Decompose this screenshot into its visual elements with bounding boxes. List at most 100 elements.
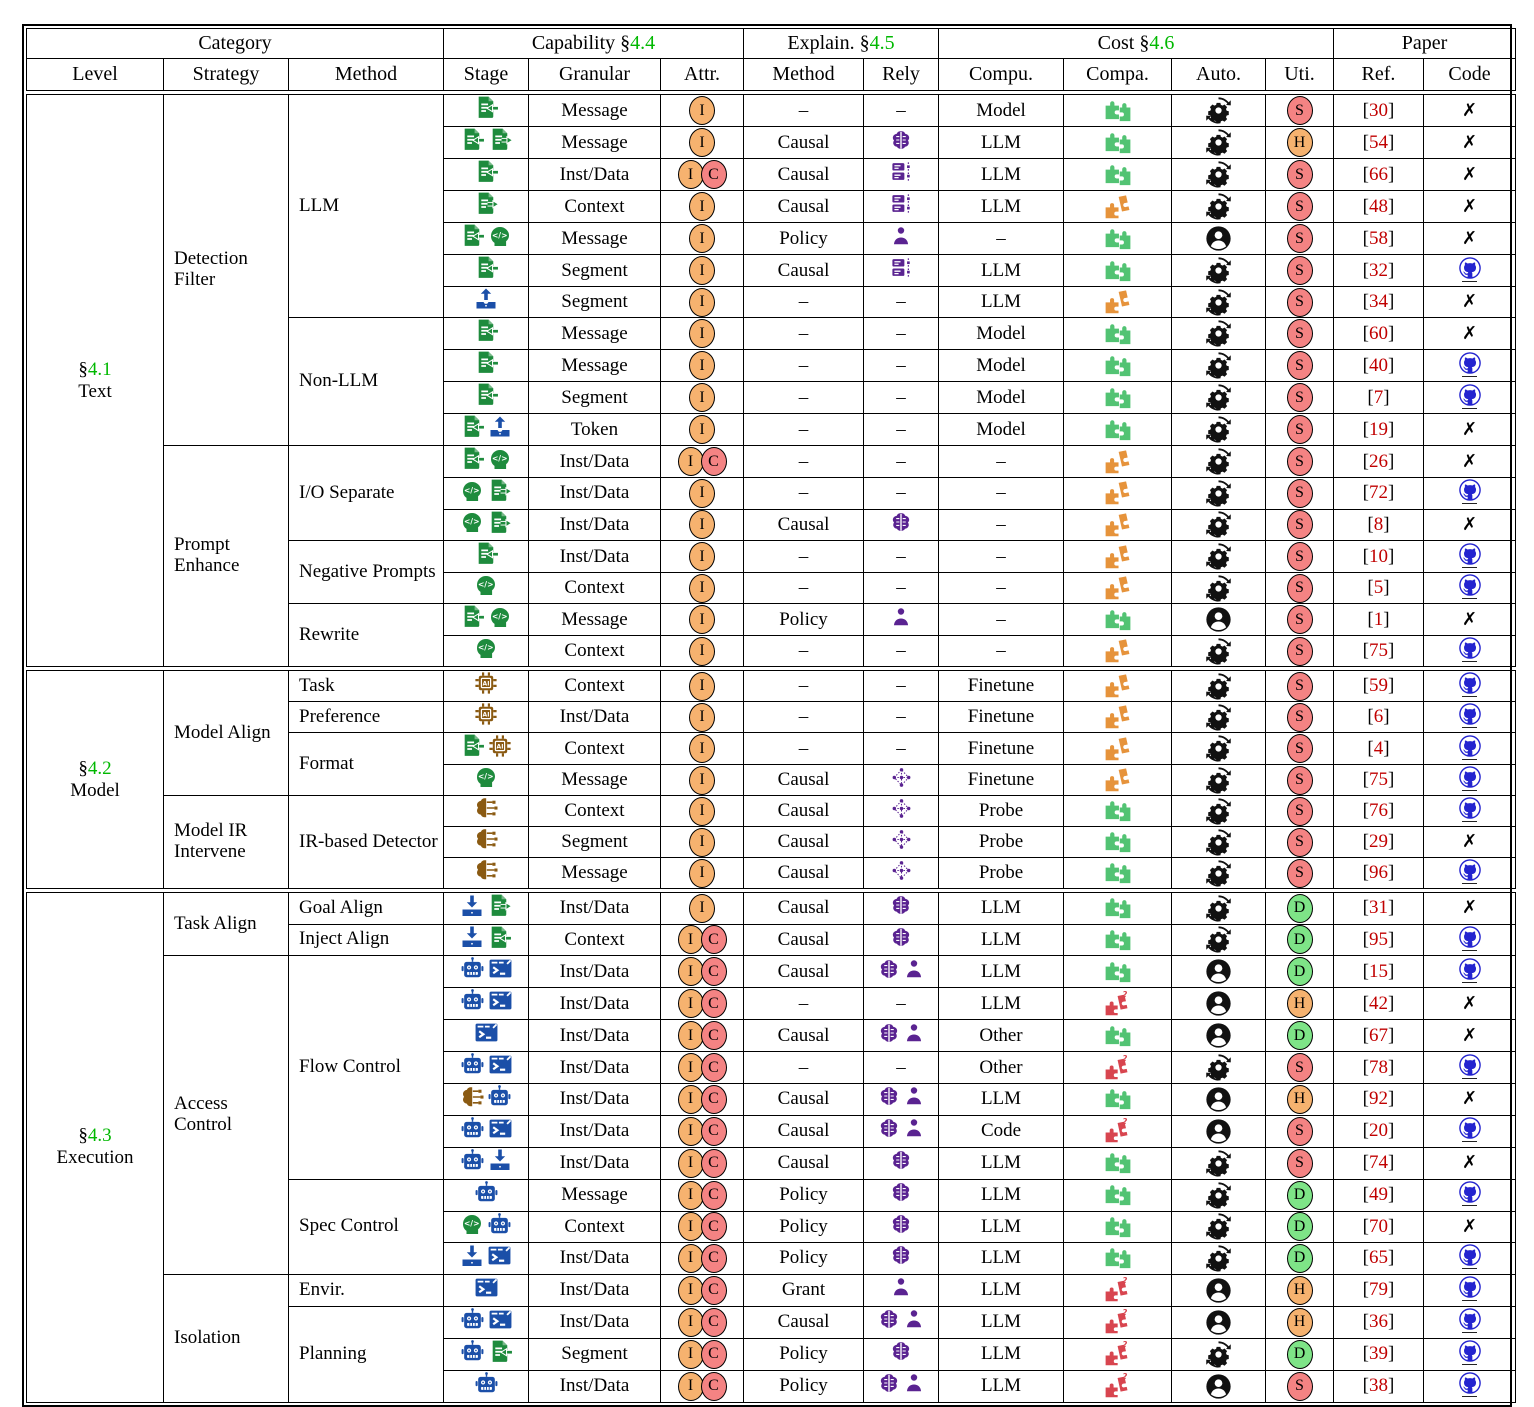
- github-code-link[interactable]: [1423, 1273, 1516, 1307]
- github-code-link[interactable]: [1423, 254, 1516, 287]
- github-link[interactable]: [1458, 957, 1482, 983]
- github-link[interactable]: [1458, 1116, 1482, 1142]
- bracket: [: [1362, 227, 1369, 249]
- github-code-link[interactable]: [1423, 923, 1516, 956]
- cell-stage: [443, 1337, 529, 1371]
- citation-link[interactable]: [38]: [1333, 1369, 1424, 1403]
- github-code-link[interactable]: [1423, 1242, 1516, 1275]
- github-link[interactable]: [1458, 542, 1482, 568]
- citation-link[interactable]: [49]: [1333, 1178, 1424, 1212]
- citation-link[interactable]: [67]: [1333, 1019, 1424, 1052]
- github-link[interactable]: [1458, 766, 1482, 791]
- github-code-link[interactable]: [1423, 670, 1516, 702]
- citation-link[interactable]: [76]: [1333, 795, 1424, 827]
- cell-compatibility: [1063, 732, 1172, 765]
- citation-link[interactable]: [39]: [1333, 1337, 1424, 1371]
- github-link[interactable]: [1458, 351, 1482, 377]
- github-code-link[interactable]: [1423, 477, 1516, 510]
- github-link[interactable]: [1458, 1339, 1482, 1365]
- github-link[interactable]: [1458, 637, 1482, 662]
- github-link[interactable]: [1458, 1307, 1482, 1333]
- citation-link[interactable]: [34]: [1333, 286, 1424, 318]
- github-code-link[interactable]: [1423, 795, 1516, 827]
- github-link[interactable]: [1458, 1243, 1482, 1270]
- github-link[interactable]: [1458, 574, 1482, 599]
- citation-link[interactable]: [78]: [1333, 1051, 1424, 1084]
- badge-I: I: [689, 128, 715, 157]
- citation-link[interactable]: [1]: [1333, 603, 1424, 636]
- citation-link[interactable]: [54]: [1333, 126, 1424, 159]
- citation-link[interactable]: [92]: [1333, 1083, 1424, 1116]
- citation-link[interactable]: [29]: [1333, 826, 1424, 858]
- github-code-link[interactable]: [1423, 1369, 1516, 1403]
- github-link[interactable]: [1458, 1053, 1482, 1079]
- citation-number: 30: [1369, 99, 1388, 121]
- citation-link[interactable]: [8]: [1333, 508, 1424, 541]
- svg-text:?: ?: [1122, 1277, 1127, 1285]
- github-link[interactable]: [1458, 859, 1482, 884]
- github-code-link[interactable]: [1423, 732, 1516, 765]
- citation-link[interactable]: [72]: [1333, 477, 1424, 510]
- person-icon: [903, 1308, 925, 1330]
- citation-link[interactable]: [31]: [1333, 892, 1424, 925]
- citation-link[interactable]: [66]: [1333, 158, 1424, 191]
- citation-link[interactable]: [4]: [1333, 732, 1424, 765]
- github-code-link[interactable]: [1423, 764, 1516, 796]
- github-code-link[interactable]: [1423, 349, 1516, 382]
- citation-link[interactable]: [40]: [1333, 349, 1424, 382]
- github-icon: [1458, 1275, 1482, 1299]
- github-link[interactable]: [1458, 256, 1482, 282]
- github-link[interactable]: [1458, 1180, 1482, 1206]
- citation-link[interactable]: [20]: [1333, 1114, 1424, 1148]
- citation-link[interactable]: [59]: [1333, 670, 1424, 702]
- citation-link[interactable]: [26]: [1333, 445, 1424, 478]
- github-link[interactable]: [1458, 734, 1482, 760]
- github-code-link[interactable]: [1423, 1178, 1516, 1212]
- citation-link[interactable]: [95]: [1333, 923, 1424, 956]
- github-code-link[interactable]: [1423, 1114, 1516, 1148]
- github-code-link[interactable]: [1423, 572, 1516, 604]
- github-link[interactable]: [1458, 478, 1482, 505]
- svg-text:AI: AI: [483, 681, 490, 688]
- citation-link[interactable]: [42]: [1333, 987, 1424, 1020]
- citation-link[interactable]: [5]: [1333, 572, 1424, 604]
- citation-link[interactable]: [6]: [1333, 701, 1424, 733]
- bracket: ]: [1388, 227, 1395, 249]
- github-code-link[interactable]: [1423, 857, 1516, 889]
- citation-link[interactable]: [65]: [1333, 1242, 1424, 1275]
- github-link[interactable]: [1458, 925, 1482, 951]
- github-code-link[interactable]: [1423, 635, 1516, 667]
- no-code-cross-icon: ✗: [1461, 1024, 1478, 1046]
- citation-link[interactable]: [15]: [1333, 955, 1424, 988]
- level-cell: §4.3 Execution: [26, 892, 164, 1403]
- github-link[interactable]: [1458, 703, 1482, 728]
- github-code-link[interactable]: [1423, 540, 1516, 573]
- citation-link[interactable]: [19]: [1333, 413, 1424, 446]
- github-link[interactable]: [1458, 1275, 1482, 1301]
- github-code-link[interactable]: [1423, 955, 1516, 988]
- github-code-link[interactable]: [1423, 1051, 1516, 1084]
- citation-link[interactable]: [30]: [1333, 94, 1424, 127]
- citation-link[interactable]: [79]: [1333, 1273, 1424, 1307]
- citation-link[interactable]: [75]: [1333, 764, 1424, 796]
- citation-link[interactable]: [48]: [1333, 190, 1424, 223]
- citation-link[interactable]: [7]: [1333, 381, 1424, 414]
- citation-link[interactable]: [32]: [1333, 254, 1424, 287]
- citation-link[interactable]: [75]: [1333, 635, 1424, 667]
- citation-link[interactable]: [96]: [1333, 857, 1424, 889]
- citation-link[interactable]: [58]: [1333, 222, 1424, 255]
- citation-link[interactable]: [10]: [1333, 540, 1424, 573]
- github-code-link[interactable]: [1423, 701, 1516, 733]
- citation-link[interactable]: [74]: [1333, 1146, 1424, 1180]
- no-code-cross-icon: ✗: [1461, 1215, 1478, 1237]
- citation-link[interactable]: [70]: [1333, 1210, 1424, 1243]
- citation-link[interactable]: [60]: [1333, 317, 1424, 350]
- citation-link[interactable]: [36]: [1333, 1305, 1424, 1339]
- github-code-link[interactable]: [1423, 1337, 1516, 1371]
- github-link[interactable]: [1458, 383, 1482, 409]
- github-code-link[interactable]: [1423, 381, 1516, 414]
- github-link[interactable]: [1458, 1371, 1482, 1397]
- github-code-link[interactable]: [1423, 1305, 1516, 1339]
- github-link[interactable]: [1458, 797, 1482, 822]
- github-link[interactable]: [1458, 672, 1482, 697]
